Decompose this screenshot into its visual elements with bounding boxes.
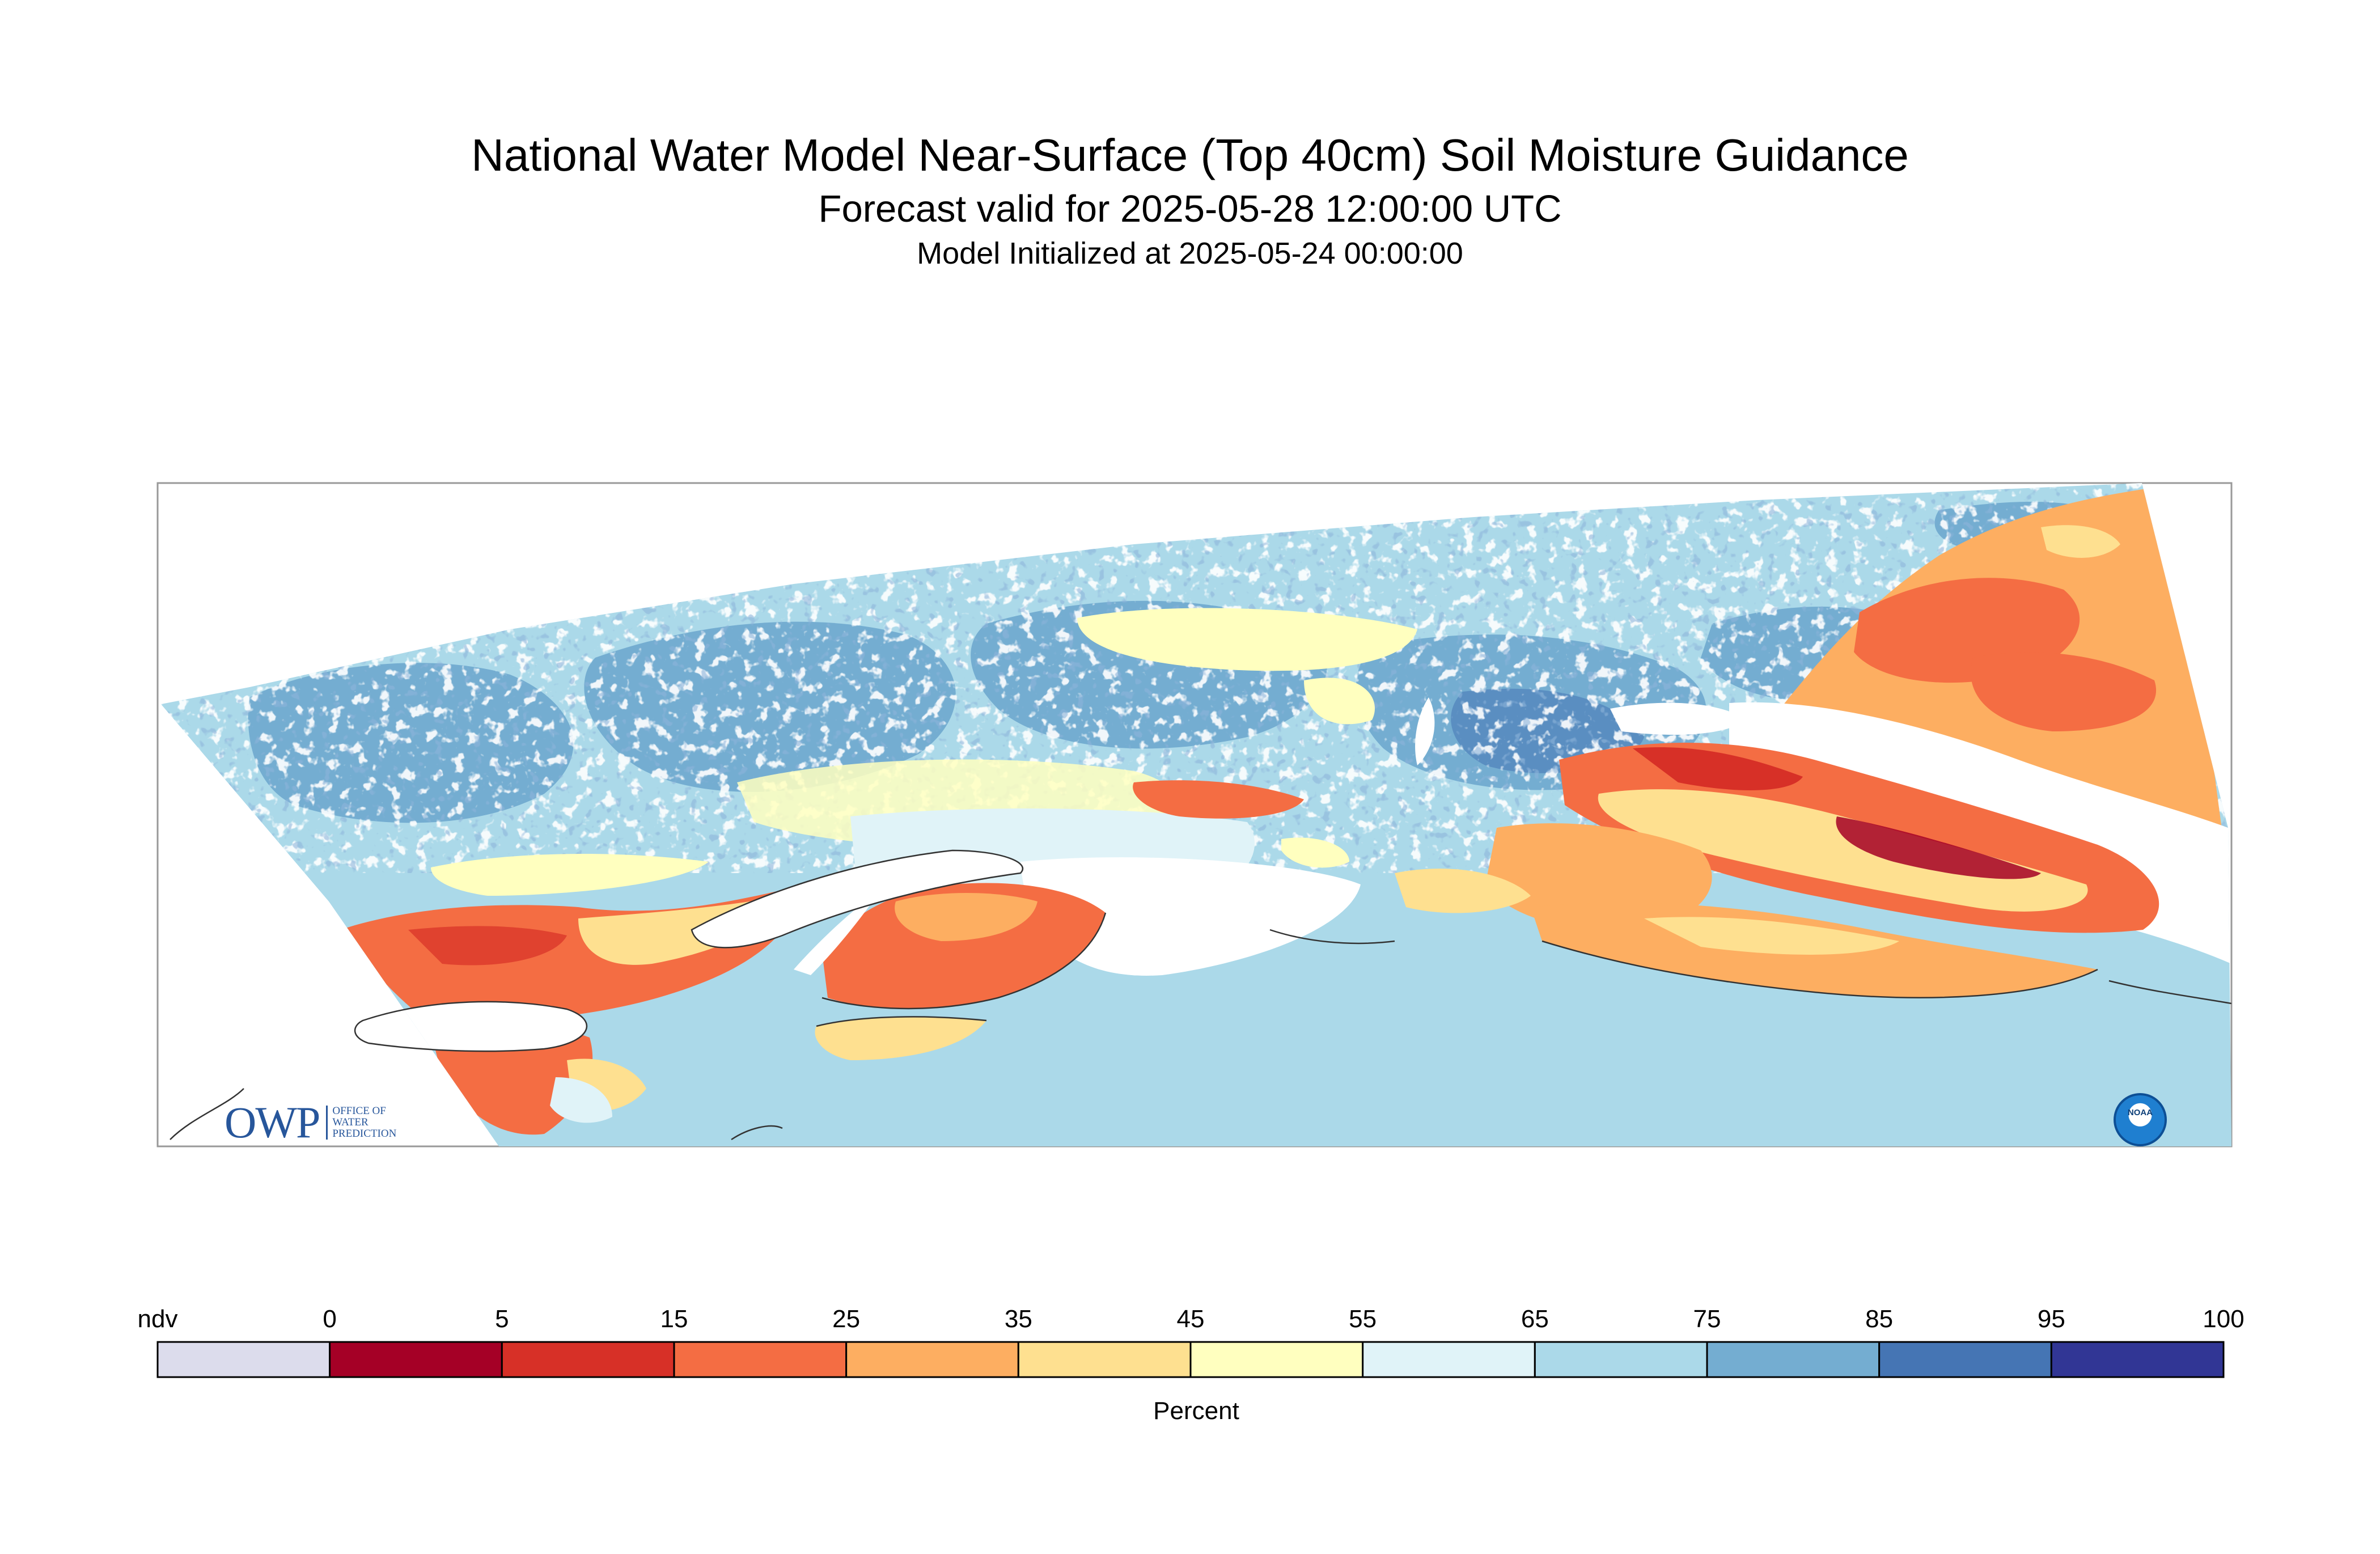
colorbar <box>156 1341 2225 1378</box>
colorbar-tick-label: 65 <box>1521 1305 1549 1333</box>
colorbar-bin-5-15 <box>501 1341 675 1378</box>
colorbar-tick-label: 100 <box>2203 1305 2245 1333</box>
owp-logo: OWP OFFICE OF WATER PREDICTION <box>225 1097 396 1148</box>
noaa-logo-text: NOAA <box>2127 1108 2153 1117</box>
colorbar-tick-label: 15 <box>660 1305 688 1333</box>
colorbar-tick-label: 85 <box>1865 1305 1894 1333</box>
colorbar-tick-label: 95 <box>2037 1305 2065 1333</box>
colorbar-bin-0-5 <box>329 1341 503 1378</box>
colorbar-tick-label: 45 <box>1176 1305 1205 1333</box>
colorbar-bin-ndv <box>156 1341 331 1378</box>
colorbar-bin-35-45 <box>1017 1341 1192 1378</box>
colorbar-bin-55-65 <box>1362 1341 1536 1378</box>
colorbar-bin-95-100 <box>2050 1341 2225 1378</box>
colorbar-tick-label: 0 <box>323 1305 337 1333</box>
colorbar-bin-45-55 <box>1189 1341 1364 1378</box>
colorbar-tick-label: 35 <box>1004 1305 1032 1333</box>
noaa-logo: NOAA <box>2114 1093 2167 1146</box>
colorbar-tick-label: 25 <box>832 1305 861 1333</box>
owp-logo-text: OFFICE OF WATER PREDICTION <box>326 1106 396 1140</box>
colorbar-tick-label: 75 <box>1693 1305 1721 1333</box>
coastline <box>170 849 2231 1141</box>
model-initialized-text: Model Initialized at 2025-05-24 00:00:00 <box>917 236 1463 270</box>
colorbar-bin-75-85 <box>1706 1341 1881 1378</box>
forecast-valid-subtitle: Forecast valid for 2025-05-28 12:00:00 U… <box>818 188 1562 230</box>
colorbar-bin-65-75 <box>1534 1341 1708 1378</box>
colorbar-tick-label: 55 <box>1349 1305 1377 1333</box>
colorbar-tick-label: 5 <box>495 1305 509 1333</box>
owp-logo-mark: OWP <box>225 1098 320 1147</box>
colorbar-label: Percent <box>1153 1397 1239 1425</box>
map-title: National Water Model Near-Surface (Top 4… <box>471 130 1909 180</box>
colorbar-bin-25-35 <box>845 1341 1019 1378</box>
colorbar-tick-label: ndv <box>137 1305 178 1333</box>
colorbar-bin-85-95 <box>1878 1341 2052 1378</box>
colorbar-bin-15-25 <box>673 1341 848 1378</box>
